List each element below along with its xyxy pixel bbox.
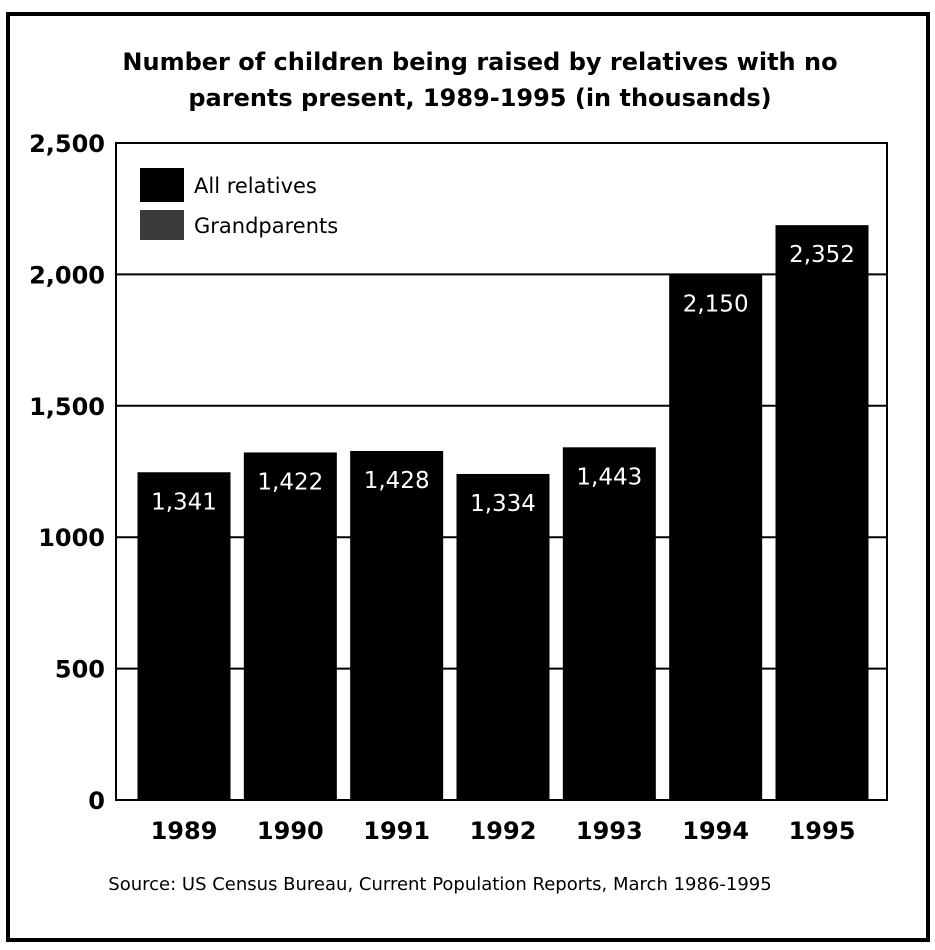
legend-swatch-grandparents [140,210,184,240]
chart-title-line-1: Number of children being raised by relat… [122,48,837,76]
legend: All relatives Grandparents [140,168,338,240]
data-label-1990: 1,422 [257,469,323,495]
y-tick-label: 0 [88,787,105,815]
legend-label-all-relatives: All relatives [194,174,317,198]
legend-label-grandparents: Grandparents [194,214,338,238]
source-note: Source: US Census Bureau, Current Popula… [108,874,771,895]
legend-swatch-all-relatives [140,168,184,202]
bar-1995 [775,225,869,800]
bar-1994 [669,274,763,801]
plot-area [115,142,888,801]
x-tick-label-1989: 1989 [151,817,218,845]
x-tick-label-1991: 1991 [363,817,430,845]
bars: 1,341 1,422 1,428 1,334 1,443 2,150 2,352 [137,225,869,801]
x-axis-ticks: 1989 1990 1991 1992 1993 1994 1995 [151,817,856,845]
y-tick-label: 1,500 [29,393,105,421]
bar-1993 [562,447,656,800]
x-tick-label-1992: 1992 [470,817,537,845]
x-tick-label-1990: 1990 [257,817,324,845]
y-tick-label: 2,000 [29,261,105,289]
y-tick-label: 500 [55,656,105,684]
data-label-1993: 1,443 [576,464,642,490]
plot-border [115,142,888,801]
bar-1989 [137,472,231,800]
x-tick-label-1994: 1994 [682,817,749,845]
x-tick-label-1995: 1995 [789,817,856,845]
chart-title-line-2: parents present, 1989-1995 (in thousands… [188,84,771,112]
x-tick-label-1993: 1993 [576,817,643,845]
data-label-1989: 1,341 [151,489,217,515]
y-axis-ticks: 0 500 1000 1,500 2,000 2,500 [29,130,105,815]
bar-1990 [243,452,337,800]
bar-1991 [350,450,444,800]
data-label-1994: 2,150 [683,292,749,318]
data-label-1995: 2,352 [789,242,855,268]
data-label-1992: 1,334 [470,491,536,517]
y-tick-label: 1000 [38,524,105,552]
y-tick-label: 2,500 [29,130,105,158]
data-label-1991: 1,428 [364,468,430,494]
bar-1992 [456,473,550,800]
